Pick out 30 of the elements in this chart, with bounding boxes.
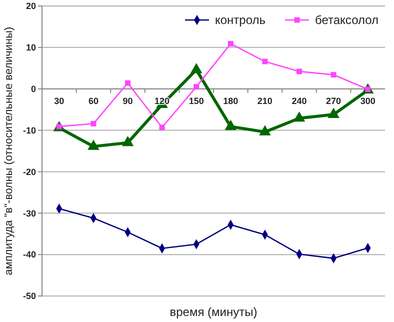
x-tick-label: 240 xyxy=(292,96,307,106)
x-tick-label: 300 xyxy=(360,96,376,106)
point xyxy=(296,68,302,74)
y-tick-label: -20 xyxy=(22,166,36,177)
y-tick-label: -30 xyxy=(22,208,36,218)
y-tick-label: -50 xyxy=(22,291,36,302)
x-tick-label: 270 xyxy=(326,96,342,106)
legend-label: бетаксолол xyxy=(315,13,379,28)
point xyxy=(330,72,336,78)
point xyxy=(190,63,202,74)
x-tick-label: 180 xyxy=(223,96,238,106)
y-tick-label: -40 xyxy=(22,250,36,260)
x-tick-label: 90 xyxy=(122,96,133,106)
point xyxy=(125,80,130,86)
y-tick-label: 0 xyxy=(30,84,36,94)
x-tick-label: 210 xyxy=(257,96,272,106)
point xyxy=(228,40,234,46)
x-tick-label: 150 xyxy=(188,96,204,106)
point xyxy=(262,58,268,64)
y-tick-label: 20 xyxy=(26,1,36,12)
point xyxy=(90,120,96,126)
x-tick-label: 30 xyxy=(54,96,64,106)
y-axis-title: амплитуда "в"-волны (относительные величины) xyxy=(3,26,15,276)
y-tick-label: -10 xyxy=(22,125,36,136)
x-tick-label: 60 xyxy=(88,96,98,106)
point xyxy=(194,84,200,90)
point xyxy=(159,124,165,130)
x-axis-title: время (минуты) xyxy=(170,305,258,319)
y-tick-label: 10 xyxy=(26,42,36,53)
legend-label: контроль xyxy=(215,13,266,28)
